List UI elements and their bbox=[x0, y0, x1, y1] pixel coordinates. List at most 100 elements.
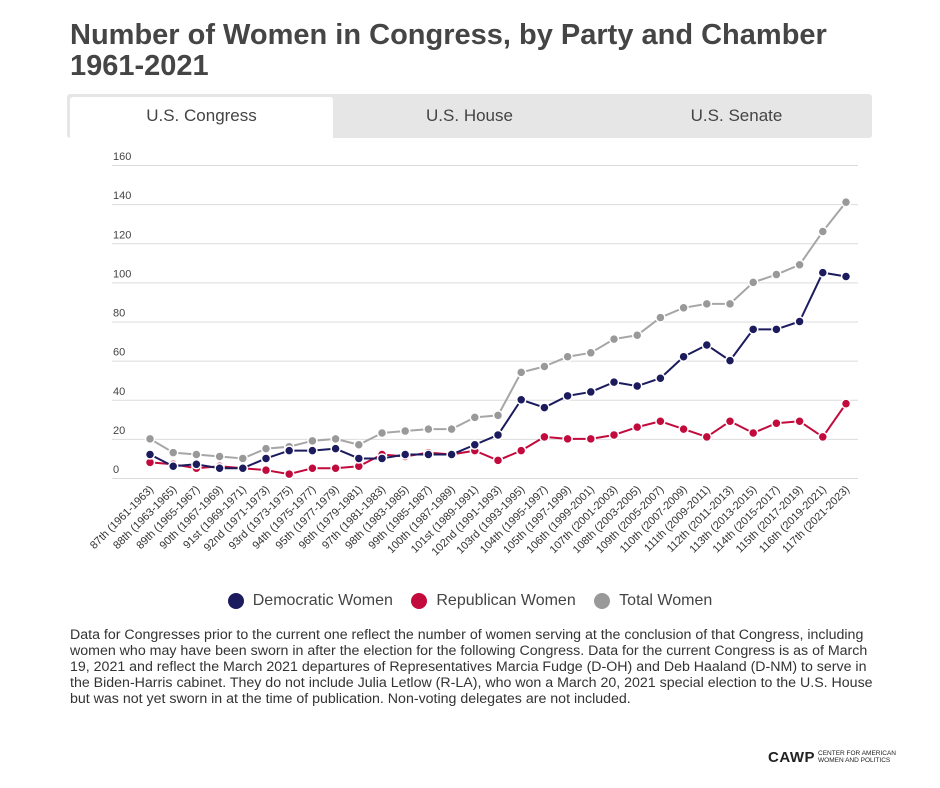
data-point-total bbox=[631, 329, 643, 341]
data-point-total bbox=[260, 443, 272, 454]
data-point-total bbox=[585, 347, 597, 359]
data-point-republican bbox=[655, 416, 666, 427]
data-point-republican bbox=[724, 416, 736, 427]
data-point-democratic bbox=[655, 372, 666, 384]
chart-title: Number of Women in Congress, by Party an… bbox=[70, 20, 870, 82]
cawp-logo: CAWP CENTER FOR AMERICAN WOMEN AND POLIT… bbox=[768, 748, 898, 766]
y-tick-label-40: 40 bbox=[113, 386, 125, 398]
data-point-democratic bbox=[469, 439, 481, 450]
data-point-democratic bbox=[423, 449, 434, 460]
data-point-democratic bbox=[492, 429, 504, 441]
data-point-democratic bbox=[399, 449, 411, 460]
data-point-republican bbox=[330, 462, 341, 474]
tab-us-congress[interactable]: U.S. Congress bbox=[70, 97, 333, 138]
tab-us-senate[interactable]: U.S. Senate bbox=[690, 106, 783, 125]
data-point-republican bbox=[771, 417, 782, 429]
data-point-total bbox=[840, 196, 852, 208]
title-line-2: 1961-2021 bbox=[70, 50, 209, 82]
data-point-total bbox=[794, 259, 805, 271]
chamber-tabs: U.S. Congress U.S. House U.S. Senate bbox=[67, 94, 872, 138]
data-point-republican bbox=[631, 421, 643, 433]
data-point-democratic bbox=[539, 402, 550, 413]
legend-marker-republican bbox=[411, 593, 428, 609]
legend: Democratic Women Republican Women Total … bbox=[0, 592, 940, 614]
data-point-republican bbox=[678, 423, 689, 435]
logo-wordmark: CAWP bbox=[768, 748, 815, 766]
y-tick-label-20: 20 bbox=[113, 425, 125, 437]
data-point-democratic bbox=[283, 445, 295, 456]
y-tick-label-160: 160 bbox=[113, 151, 131, 163]
data-point-total bbox=[492, 410, 504, 421]
data-point-total bbox=[539, 361, 550, 372]
data-point-total bbox=[469, 412, 481, 423]
data-point-democratic bbox=[446, 449, 457, 460]
y-tick-label-120: 120 bbox=[113, 229, 131, 241]
data-point-total bbox=[376, 427, 388, 439]
data-point-total bbox=[191, 449, 202, 460]
data-point-total bbox=[330, 433, 341, 445]
data-point-democratic bbox=[237, 462, 249, 474]
legend-item-republican[interactable]: Republican Women bbox=[411, 592, 576, 610]
data-point-democratic bbox=[353, 453, 365, 464]
data-point-democratic bbox=[376, 453, 388, 464]
data-point-democratic bbox=[260, 453, 272, 464]
data-point-republican bbox=[260, 464, 272, 476]
data-point-democratic bbox=[585, 386, 597, 398]
data-point-total bbox=[423, 423, 434, 435]
data-point-republican bbox=[608, 429, 620, 441]
legend-item-total[interactable]: Total Women bbox=[594, 592, 712, 610]
data-point-total bbox=[237, 453, 249, 464]
data-point-democratic bbox=[515, 394, 527, 405]
data-point-democratic bbox=[191, 459, 202, 470]
legend-label-total: Total Women bbox=[619, 592, 713, 609]
data-point-total bbox=[446, 423, 457, 435]
data-point-democratic bbox=[747, 324, 759, 335]
y-tick-label-100: 100 bbox=[113, 268, 131, 280]
data-point-total bbox=[562, 351, 573, 362]
data-point-democratic bbox=[817, 267, 829, 278]
data-point-republican bbox=[283, 468, 295, 480]
legend-item-democratic[interactable]: Democratic Women bbox=[227, 592, 393, 610]
data-point-democratic bbox=[214, 462, 225, 474]
source-note: Data for Congresses prior to the current… bbox=[70, 627, 873, 707]
data-point-total bbox=[701, 298, 713, 310]
legend-marker-democratic bbox=[227, 593, 244, 609]
data-point-total bbox=[399, 425, 411, 437]
data-point-democratic bbox=[330, 443, 341, 454]
data-point-republican bbox=[701, 431, 713, 443]
y-tick-label-140: 140 bbox=[113, 190, 131, 202]
tab-us-house[interactable]: U.S. House bbox=[426, 106, 513, 125]
data-point-republican bbox=[492, 455, 504, 466]
data-point-democratic bbox=[840, 271, 852, 282]
data-point-democratic bbox=[701, 339, 713, 351]
data-point-republican bbox=[539, 431, 550, 443]
data-point-democratic bbox=[608, 376, 620, 388]
legend-marker-total bbox=[594, 593, 611, 609]
data-point-republican bbox=[307, 462, 318, 474]
data-point-total bbox=[353, 439, 365, 450]
data-point-total bbox=[655, 312, 666, 323]
title-line-1: Number of Women in Congress, by Party an… bbox=[70, 19, 827, 51]
data-point-republican bbox=[840, 398, 852, 409]
data-point-democratic bbox=[678, 351, 689, 362]
data-point-democratic bbox=[771, 324, 782, 335]
data-point-republican bbox=[515, 445, 527, 456]
y-tick-label-0: 0 bbox=[113, 464, 119, 476]
data-point-democratic bbox=[562, 390, 573, 402]
data-point-republican bbox=[817, 431, 829, 443]
data-point-total bbox=[771, 269, 782, 280]
data-point-total bbox=[515, 367, 527, 378]
data-point-republican bbox=[747, 427, 759, 439]
data-point-total bbox=[214, 451, 225, 462]
data-point-total bbox=[608, 333, 620, 345]
data-point-total bbox=[747, 277, 759, 288]
data-point-total bbox=[307, 435, 318, 447]
data-point-democratic bbox=[794, 316, 805, 327]
data-point-democratic bbox=[144, 449, 156, 460]
data-point-republican bbox=[562, 433, 573, 445]
data-point-democratic bbox=[631, 380, 643, 392]
y-tick-label-60: 60 bbox=[113, 347, 125, 359]
data-point-total bbox=[167, 447, 179, 458]
data-point-democratic bbox=[724, 355, 736, 366]
